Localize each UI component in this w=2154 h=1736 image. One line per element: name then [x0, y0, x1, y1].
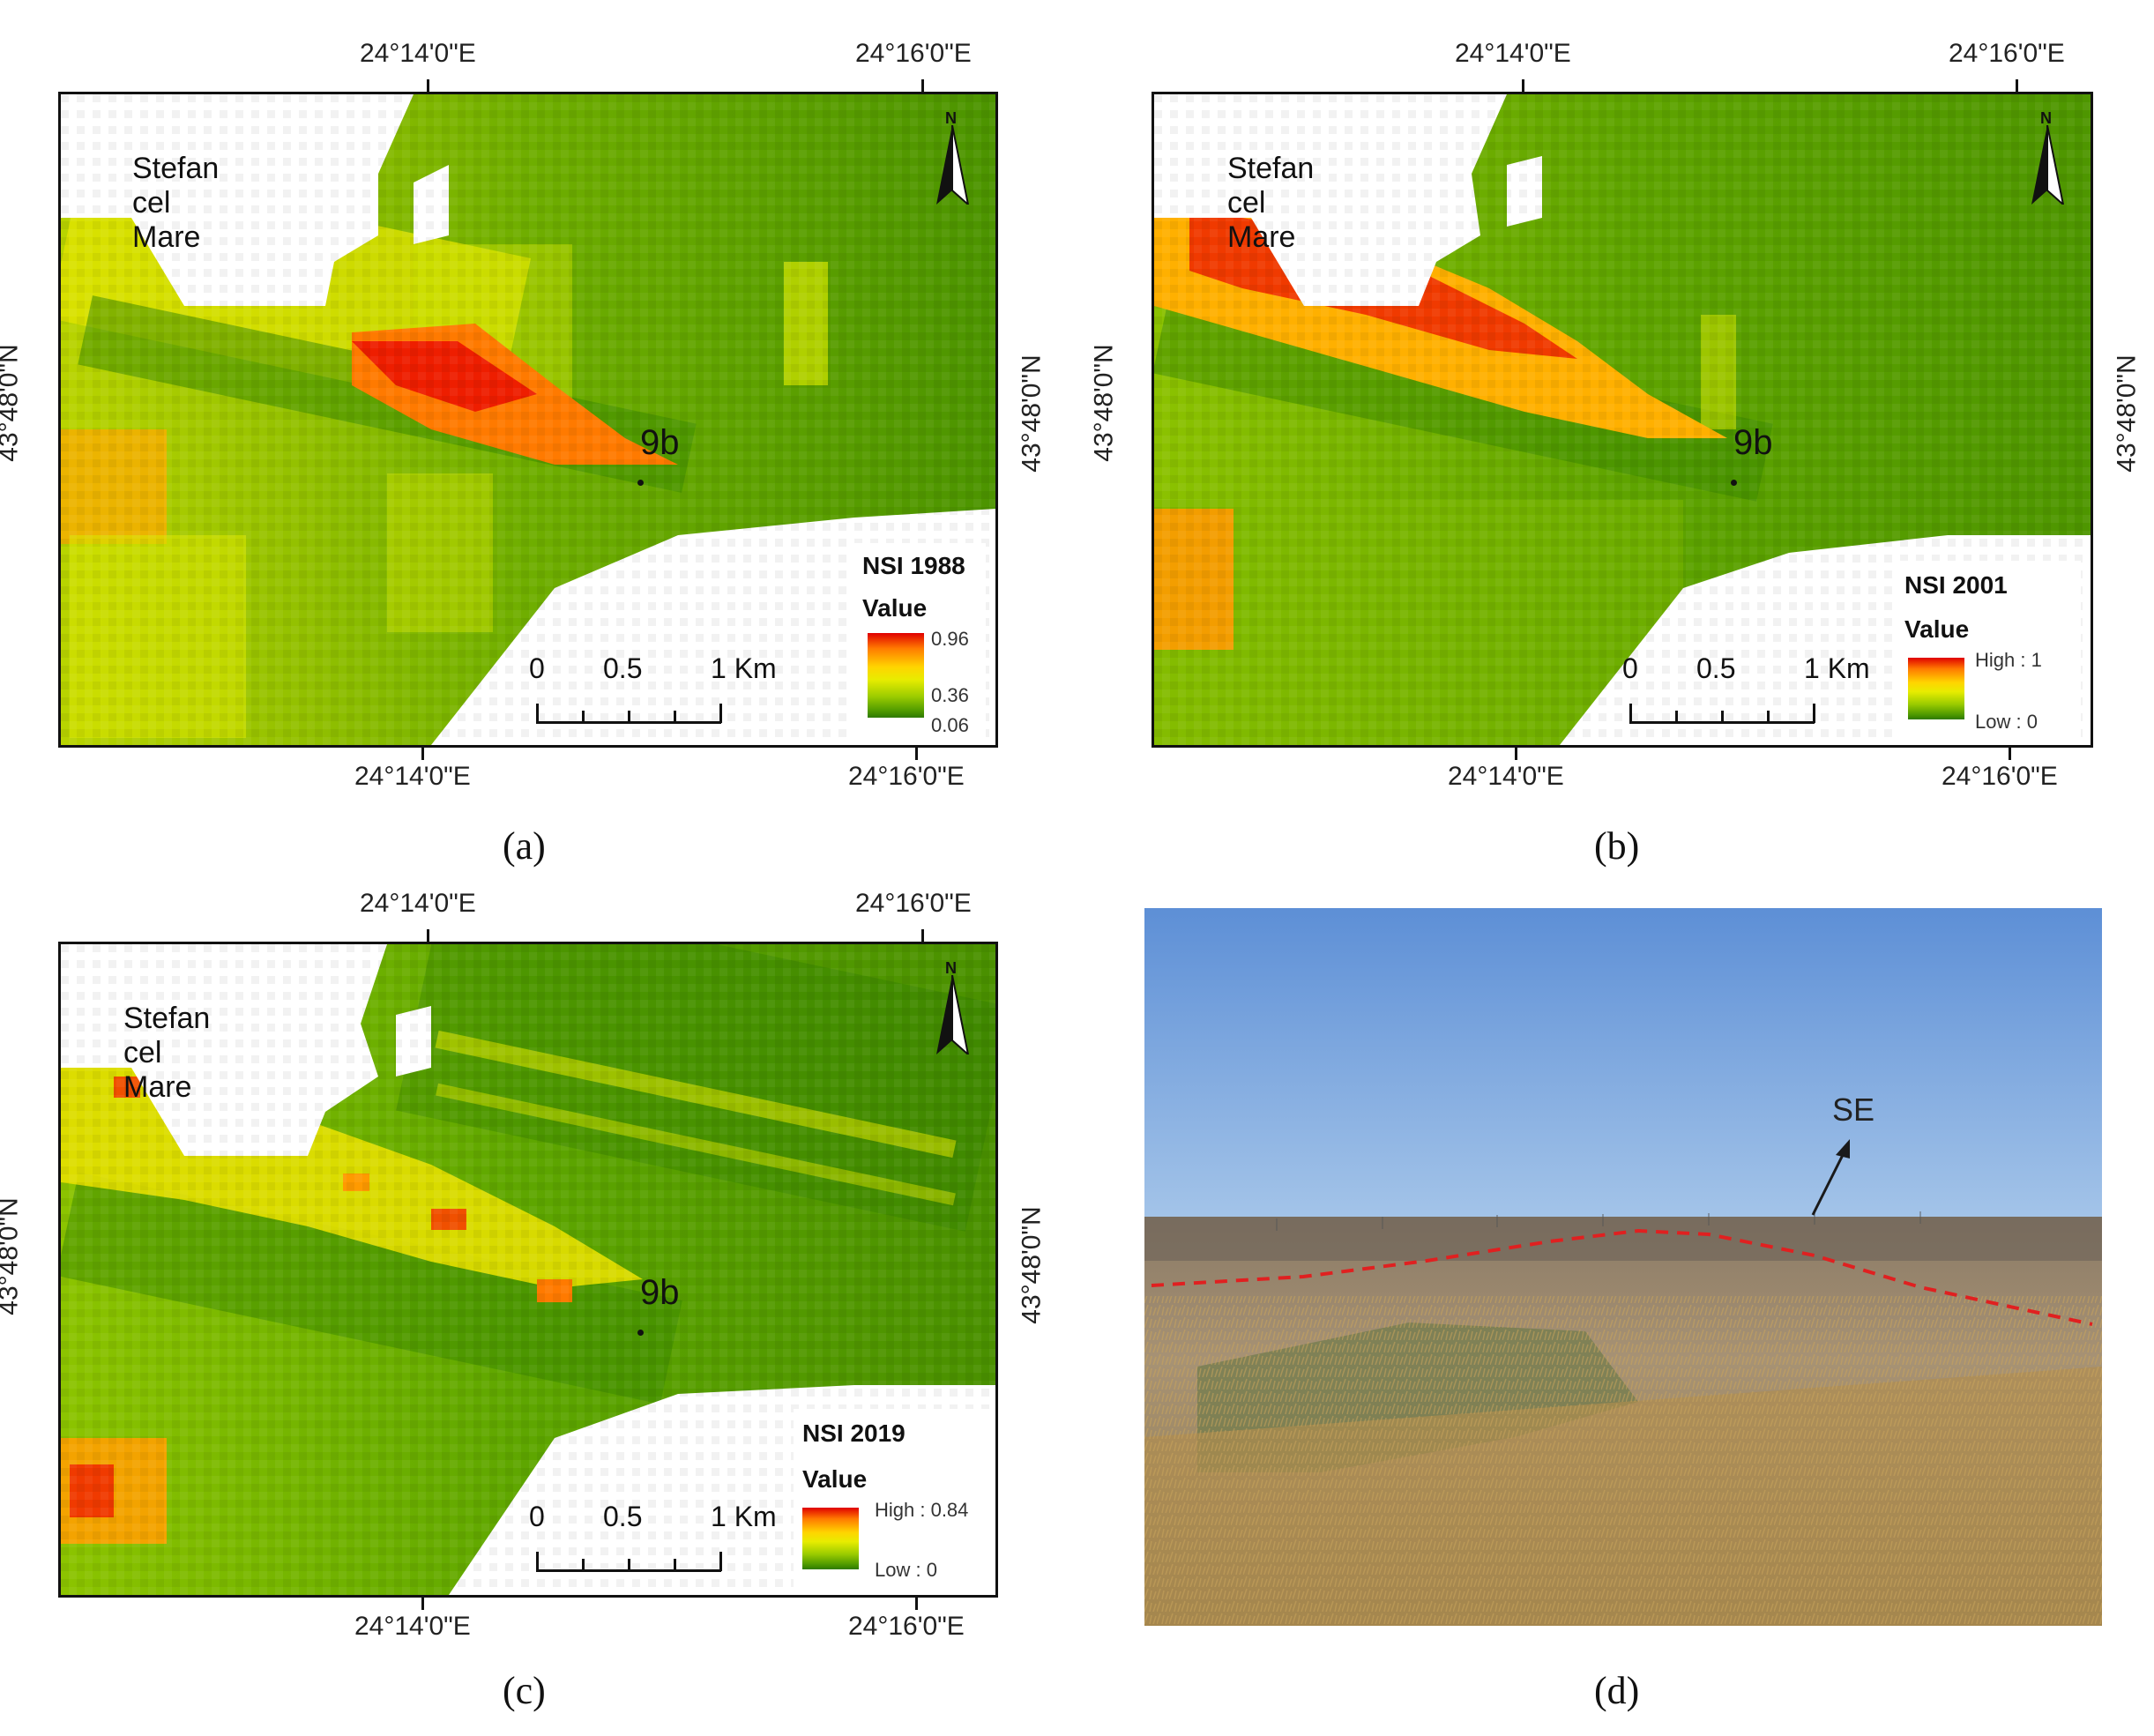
top-lon-label-1: 24°14'0"E [360, 39, 476, 68]
nsi-raster [61, 944, 995, 1595]
lat-label-right: 43°48'0"N [2112, 354, 2142, 473]
bottom-lon-label-1: 24°14'0"E [1448, 762, 1564, 791]
top-lon-label-2: 24°16'0"E [1949, 39, 2065, 68]
point-marker [1731, 480, 1737, 486]
bottom-lon-label-2: 24°16'0"E [848, 1612, 965, 1641]
nsi-raster [61, 94, 995, 745]
legend: NSI 2019 Value High : 0.84 Low : 0 [794, 1409, 989, 1591]
point-label-9b: 9b [640, 423, 680, 462]
caption-a: (a) [503, 824, 546, 868]
point-marker [637, 480, 644, 486]
lat-label-left: 43°48'0"N [0, 344, 24, 462]
bottom-lon-label-2: 24°16'0"E [848, 762, 965, 791]
caption-b: (b) [1594, 824, 1640, 868]
bottom-lon-label-1: 24°14'0"E [354, 762, 471, 791]
top-lon-label-1: 24°14'0"E [1455, 39, 1571, 68]
direction-arrow-icon [1811, 1151, 1846, 1216]
caption-c: (c) [503, 1669, 546, 1712]
lat-label-right: 43°48'0"N [1017, 1206, 1047, 1324]
point-marker [637, 1330, 644, 1336]
top-lon-label-2: 24°16'0"E [855, 39, 972, 68]
point-label-9b: 9b [1733, 423, 1773, 462]
town-label: Stefan cel Mare [132, 152, 220, 254]
lat-label-left: 43°48'0"N [0, 1197, 24, 1315]
direction-label: SE [1832, 1092, 1875, 1128]
lat-label-right: 43°48'0"N [1017, 354, 1047, 473]
town-label: Stefan cel Mare [1227, 152, 1315, 254]
legend: NSI 1988 Value 0.96 0.36 0.06 [853, 543, 986, 741]
legend: NSI 2001 Value High : 1 Low : 0 [1896, 561, 2081, 741]
map-frame [58, 942, 998, 1598]
boundary-line [1151, 1228, 2093, 1326]
field-photo [1144, 908, 2102, 1626]
top-lon-label-1: 24°14'0"E [360, 889, 476, 918]
bottom-lon-label-1: 24°14'0"E [354, 1612, 471, 1641]
top-lon-label-2: 24°16'0"E [855, 889, 972, 918]
town-label: Stefan cel Mare [123, 1002, 211, 1104]
point-label-9b: 9b [640, 1273, 680, 1312]
map-frame [58, 92, 998, 748]
bottom-lon-label-2: 24°16'0"E [1942, 762, 2058, 791]
caption-d: (d) [1594, 1669, 1640, 1712]
lat-label-left: 43°48'0"N [1089, 344, 1119, 462]
